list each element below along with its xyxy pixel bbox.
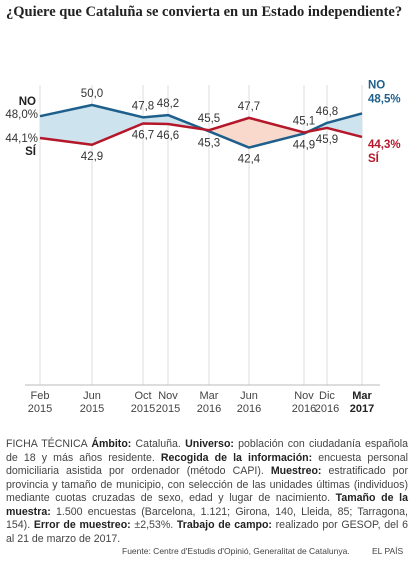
note-text: población con ciudadanía española de 18 … [6, 438, 408, 464]
note-text: Ámbito: [91, 438, 132, 450]
chart-title: ¿Quiere que Cataluña se convierta en un … [6, 4, 403, 20]
series-label: SÍ [368, 152, 380, 165]
x-tick-label: Feb 2015 [27, 390, 53, 415]
series-label: SÍ [25, 145, 37, 158]
note-text: Muestreo: [270, 465, 322, 477]
x-tick-label: Mar 2016 [196, 390, 222, 415]
value-label: 48,0% [5, 109, 38, 121]
difference-area [209, 117, 249, 148]
note-text: Recogida de la información: [160, 451, 313, 464]
value-label: 46,6 [157, 130, 179, 142]
x-tick-label: Oct 2015 [130, 390, 156, 415]
value-label: 48,2 [157, 98, 179, 110]
value-label: 45,1 [293, 115, 315, 127]
difference-area [249, 117, 304, 148]
value-label: 47,8 [132, 100, 154, 112]
x-tick-label: Mar 2017 [349, 390, 375, 415]
value-label: 47,7 [238, 101, 260, 113]
note-text: Cataluña. [131, 438, 186, 450]
value-label: 46,8 [316, 106, 338, 118]
value-label: 44,9 [293, 140, 315, 152]
x-tick-label: Nov 2015 [155, 390, 181, 415]
note-text: Universo: [185, 438, 234, 450]
value-label: 42,9 [81, 151, 103, 163]
value-label: 46,7 [132, 130, 154, 142]
note-text: estratificado por provincia y tamaño de … [6, 465, 408, 504]
source: Fuente: Centre d'Estudis d'Opinió, Gener… [122, 546, 350, 556]
value-label: 45,9 [316, 134, 338, 146]
series-label: NO [19, 96, 36, 108]
x-tick-label: Jun 2015 [79, 390, 105, 415]
x-tick-label: Dic 2016 [314, 390, 340, 415]
note-text: Tamaño de la muestra: [6, 492, 408, 518]
brand: EL PAÍS [372, 546, 404, 556]
value-label: 44,3% [368, 139, 401, 151]
note-text: realizado por GESOP, del 6 al 21 de marz… [6, 519, 408, 545]
note-text: 1.500 encuestas (Barcelona, 1.121; Giron… [6, 505, 408, 532]
series-label: NO [368, 79, 385, 91]
series-line [39, 116, 363, 147]
note-text: encuesta personal domiciliaria asistida … [6, 451, 408, 478]
value-label: 44,1% [5, 133, 38, 145]
difference-area [327, 113, 362, 137]
x-tick-label: Nov 2016 [291, 390, 317, 415]
note-text: Trabajo de campo: [176, 519, 272, 531]
technical-note: FICHA TÉCNICA Ámbito: Cataluña. Universo… [6, 438, 408, 546]
value-label: 42,4 [238, 154, 261, 166]
value-label: 45,5 [198, 113, 220, 125]
note-text: FICHA TÉCNICA [6, 438, 92, 450]
note-text: Error de muestreo: [33, 519, 131, 531]
value-label: 45,3 [198, 137, 220, 149]
note-text: ±2,53%. [130, 519, 177, 531]
difference-area [40, 105, 92, 145]
value-label: 48,5% [368, 93, 401, 105]
x-tick-label: Jun 2016 [236, 390, 262, 415]
value-label: 50,0 [81, 88, 103, 100]
